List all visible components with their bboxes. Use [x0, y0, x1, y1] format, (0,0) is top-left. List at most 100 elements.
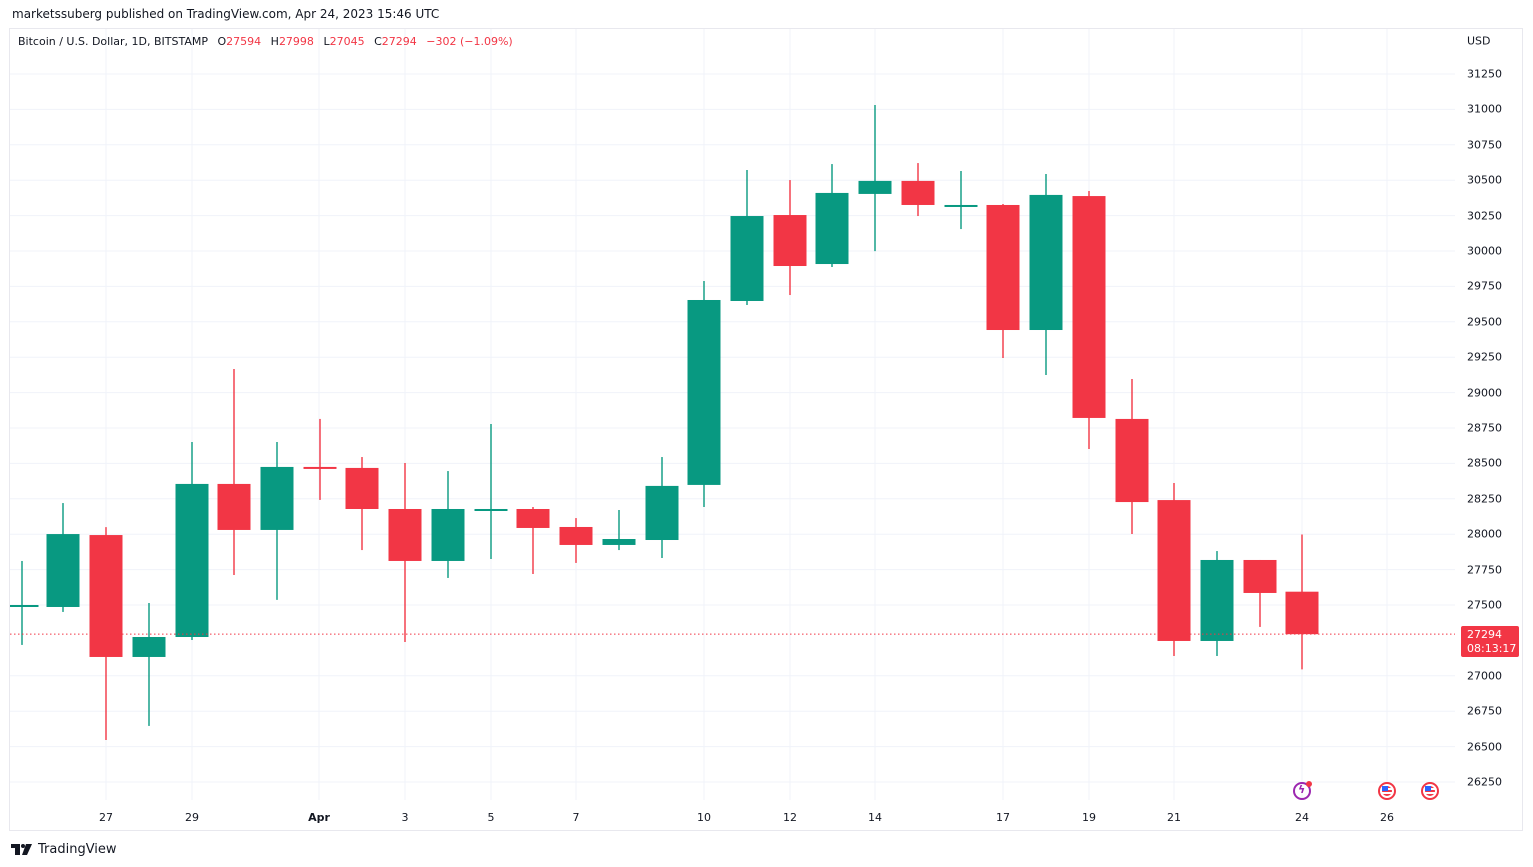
- candle[interactable]: [1157, 482, 1191, 656]
- candle-body: [132, 637, 166, 657]
- candle[interactable]: [217, 368, 251, 575]
- candle[interactable]: [132, 603, 166, 726]
- candle-body: [1285, 591, 1319, 635]
- candle[interactable]: [1243, 559, 1277, 627]
- candle[interactable]: [303, 418, 337, 500]
- tradingview-logo[interactable]: TradingView: [11, 842, 117, 857]
- candle-body: [474, 508, 508, 511]
- time-tick: 10: [697, 811, 711, 824]
- low-label: L: [323, 35, 330, 48]
- time-tick: 29: [185, 811, 199, 824]
- price-tick: 30500: [1467, 173, 1502, 187]
- time-tick: 3: [401, 811, 409, 824]
- candle[interactable]: [345, 457, 379, 551]
- close-label: C: [374, 35, 382, 48]
- candle[interactable]: [1072, 190, 1106, 449]
- us-flag-icon[interactable]: [1378, 782, 1396, 800]
- current-price: 27294: [1467, 628, 1502, 641]
- candle-body: [986, 204, 1020, 331]
- high-label: H: [270, 35, 279, 48]
- candle[interactable]: [1115, 379, 1149, 535]
- time-tick: 7: [572, 811, 580, 824]
- candle[interactable]: [687, 281, 721, 508]
- candle-body: [901, 180, 935, 205]
- price-axis[interactable]: USD 31250 31000 30750 30500 30250 30000 29750 2…: [1455, 29, 1522, 800]
- candle[interactable]: [944, 170, 978, 230]
- candle-body: [559, 526, 593, 545]
- price-tick: 28000: [1467, 527, 1502, 541]
- time-tick: 5: [487, 811, 495, 824]
- time-tick: Apr: [308, 811, 330, 824]
- price-tick: 26500: [1467, 740, 1502, 754]
- brand-name: TradingView: [38, 842, 117, 857]
- price-tick: 30000: [1467, 244, 1502, 258]
- candle[interactable]: [901, 163, 935, 217]
- close-value: 27294: [381, 35, 417, 48]
- price-tick: 28750: [1467, 421, 1502, 435]
- candle[interactable]: [175, 442, 209, 640]
- candle-body: [858, 180, 892, 194]
- symbol-title[interactable]: Bitcoin / U.S. Dollar, 1D, BITSTAMP: [18, 35, 208, 48]
- candle-body: [1157, 500, 1191, 641]
- candle-body: [516, 508, 550, 528]
- low-value: 27045: [329, 35, 365, 48]
- price-tick: 26750: [1467, 704, 1502, 718]
- candle[interactable]: [474, 424, 508, 559]
- candle-body: [1200, 559, 1234, 641]
- candle[interactable]: [773, 180, 807, 296]
- candle-body: [260, 466, 294, 530]
- candle-body: [730, 216, 764, 301]
- candle-body: [388, 508, 422, 561]
- candle[interactable]: [260, 442, 294, 600]
- tradingview-logo-icon: [11, 843, 32, 855]
- candle[interactable]: [388, 462, 422, 642]
- candle-body: [944, 204, 978, 207]
- price-tick: 27500: [1467, 598, 1502, 612]
- price-tick: 29750: [1467, 279, 1502, 293]
- candle[interactable]: [730, 170, 764, 305]
- price-tick: 29250: [1467, 350, 1502, 364]
- price-tick: 27000: [1467, 669, 1502, 683]
- candle[interactable]: [1285, 534, 1319, 670]
- candle[interactable]: [815, 164, 849, 268]
- candlestick-plot[interactable]: [10, 29, 1455, 800]
- price-tick: 30750: [1467, 138, 1502, 152]
- time-tick: 26: [1380, 811, 1394, 824]
- price-tick: 27750: [1467, 563, 1502, 577]
- candle[interactable]: [89, 527, 123, 740]
- time-tick: 12: [783, 811, 797, 824]
- candle-body: [303, 466, 337, 469]
- candle-body: [773, 215, 807, 267]
- open-value: 27594: [226, 35, 262, 48]
- candle-body: [431, 508, 465, 561]
- price-tick: 28250: [1467, 492, 1502, 506]
- candle[interactable]: [1200, 551, 1234, 656]
- candle[interactable]: [645, 457, 679, 558]
- bar-countdown: 08:13:17: [1467, 642, 1517, 655]
- candle-body: [217, 483, 251, 530]
- time-tick: 19: [1082, 811, 1096, 824]
- candle[interactable]: [986, 203, 1020, 359]
- price-tick: 31000: [1467, 102, 1502, 116]
- candle[interactable]: [516, 507, 550, 574]
- candle-body: [175, 483, 209, 638]
- candle[interactable]: [46, 503, 80, 612]
- candle[interactable]: [858, 105, 892, 252]
- candle[interactable]: [1029, 173, 1063, 376]
- us-flag-icon[interactable]: [1421, 782, 1439, 800]
- candle[interactable]: [559, 518, 593, 563]
- candle-body: [46, 534, 80, 607]
- candle-body: [345, 467, 379, 509]
- candle[interactable]: [10, 560, 39, 645]
- price-tick: 26250: [1467, 775, 1502, 789]
- chart-legend: Bitcoin / U.S. Dollar, 1D, BITSTAMP O275…: [18, 35, 519, 48]
- change-value: −302 (−1.09%): [426, 35, 513, 48]
- candle-body: [602, 539, 636, 545]
- flash-icon[interactable]: ϟ: [1293, 781, 1312, 800]
- candle-body: [10, 605, 39, 607]
- candle[interactable]: [602, 509, 636, 551]
- current-price-label: 27294 08:13:17: [1461, 626, 1519, 657]
- price-tick: 31250: [1467, 67, 1502, 81]
- candle-body: [1029, 194, 1063, 331]
- candle[interactable]: [431, 471, 465, 578]
